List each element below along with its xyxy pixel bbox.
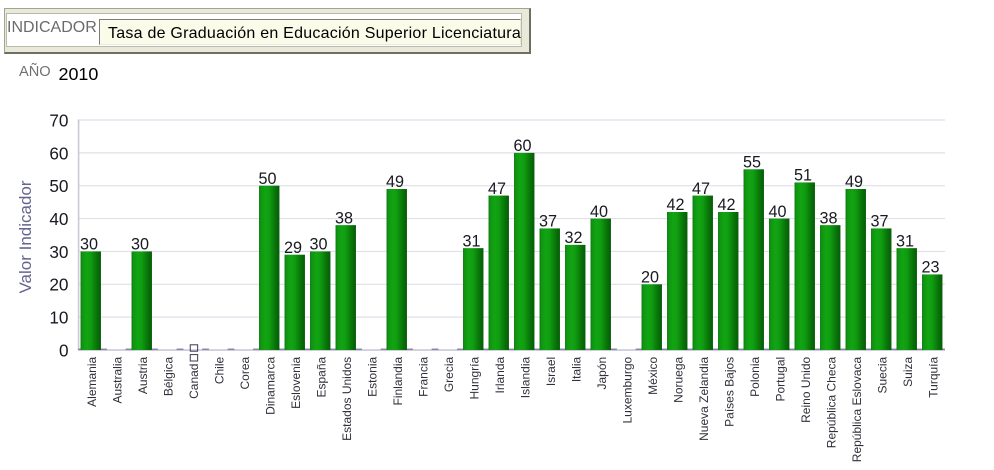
svg-text:Corea: Corea: [238, 356, 252, 389]
svg-text:Nueva Zelandia: Nueva Zelandia: [697, 356, 711, 440]
svg-text:Bélgica: Bélgica: [161, 356, 175, 396]
svg-text:31: 31: [462, 232, 480, 250]
svg-text:47: 47: [488, 180, 506, 198]
svg-text:Chile: Chile: [212, 356, 226, 384]
svg-text:50: 50: [258, 170, 276, 188]
svg-text:España: España: [314, 356, 328, 397]
svg-text:Japón: Japón: [595, 357, 609, 390]
svg-text:México: México: [646, 356, 660, 394]
svg-text:49: 49: [845, 173, 863, 191]
svg-text:29: 29: [284, 239, 302, 257]
svg-text:30: 30: [80, 236, 98, 254]
svg-text:República Eslovaca: República Eslovaca: [850, 356, 864, 462]
svg-text:70: 70: [49, 110, 68, 130]
svg-text:Portugal: Portugal: [773, 357, 787, 402]
svg-text:32: 32: [564, 229, 582, 247]
svg-text:Estados Unidos: Estados Unidos: [340, 357, 354, 441]
svg-text:50: 50: [49, 176, 68, 196]
svg-text:40: 40: [768, 203, 786, 221]
svg-text:Austria: Austria: [136, 356, 150, 394]
svg-text:Israel: Israel: [544, 357, 558, 386]
svg-text:37: 37: [870, 213, 888, 231]
svg-text:30: 30: [131, 236, 149, 254]
svg-text:Suecia: Suecia: [875, 356, 889, 393]
svg-text:Reino Unido: Reino Unido: [799, 356, 813, 422]
svg-text:55: 55: [743, 153, 761, 171]
svg-text:Suiza: Suiza: [901, 356, 915, 386]
svg-text:Francia: Francia: [416, 356, 430, 396]
svg-text:Canad: Canad: [187, 364, 201, 399]
svg-text:40: 40: [49, 209, 68, 229]
svg-text:Polonia: Polonia: [748, 356, 762, 396]
svg-text:Alemania: Alemania: [85, 356, 99, 406]
svg-text:42: 42: [717, 196, 735, 214]
svg-text:Dinamarca: Dinamarca: [263, 356, 277, 414]
svg-text:Eslovenia: Eslovenia: [289, 356, 303, 408]
svg-text:20: 20: [49, 275, 68, 295]
svg-text:40: 40: [590, 203, 608, 221]
svg-text:Australia: Australia: [110, 356, 124, 403]
svg-text:Hungría: Hungría: [467, 356, 481, 399]
svg-text:20: 20: [641, 268, 659, 286]
svg-text:Islandia: Islandia: [518, 356, 532, 398]
svg-text:38: 38: [819, 209, 837, 227]
svg-text:Italia: Italia: [569, 356, 583, 382]
svg-text:0: 0: [59, 340, 69, 360]
svg-text:31: 31: [896, 232, 914, 250]
svg-text:60: 60: [513, 137, 531, 155]
svg-text:37: 37: [539, 213, 557, 231]
svg-text:Turquía: Turquía: [926, 356, 940, 397]
svg-text:Estonia: Estonia: [365, 356, 379, 396]
svg-text:Luxemburgo: Luxemburgo: [620, 356, 634, 423]
svg-text:49: 49: [386, 173, 404, 191]
svg-text:51: 51: [794, 167, 812, 185]
svg-text:Finlandia: Finlandia: [391, 356, 405, 405]
svg-text:47: 47: [692, 180, 710, 198]
svg-text:60: 60: [49, 143, 68, 163]
svg-text:30: 30: [49, 242, 68, 262]
svg-text:República Checa: República Checa: [824, 356, 838, 448]
svg-text:10: 10: [49, 308, 68, 328]
svg-text:23: 23: [921, 259, 939, 277]
svg-text:Valor Indicador: Valor Indicador: [16, 180, 35, 293]
svg-text:42: 42: [666, 196, 684, 214]
svg-text:38: 38: [335, 209, 353, 227]
svg-text:30: 30: [309, 236, 327, 254]
svg-text:Países Bajos: Países Bajos: [722, 357, 736, 427]
svg-text:Grecia: Grecia: [442, 356, 456, 392]
svg-text:Noruega: Noruega: [671, 356, 685, 402]
svg-text:Irlanda: Irlanda: [493, 356, 507, 393]
